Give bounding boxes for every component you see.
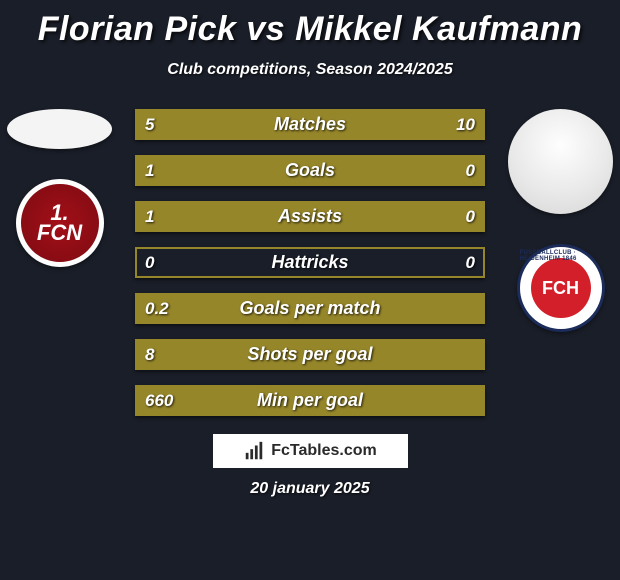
stat-row: 1Assists0 — [135, 201, 485, 232]
page-title: Florian Pick vs Mikkel Kaufmann — [0, 0, 620, 49]
stat-label: Hattricks — [137, 252, 483, 273]
right-column: FUSSBALLCLUB · HEIDENHEIM 1846 FCH — [503, 109, 618, 332]
club-badge-right-arc: FUSSBALLCLUB · HEIDENHEIM 1846 — [520, 250, 602, 262]
club-badge-right-text: FCH — [531, 258, 591, 318]
player-avatar-right — [508, 109, 613, 214]
left-column: 1.FCN — [2, 109, 117, 267]
watermark-text: FcTables.com — [271, 442, 377, 460]
stat-row: 5Matches10 — [135, 109, 485, 140]
club-badge-left: 1.FCN — [16, 179, 104, 267]
stat-label: Matches — [137, 114, 483, 135]
club-badge-right: FUSSBALLCLUB · HEIDENHEIM 1846 FCH — [517, 244, 605, 332]
stat-value-right: 0 — [466, 253, 475, 273]
stats-bars: 5Matches101Goals01Assists00Hattricks00.2… — [135, 109, 485, 416]
stat-label: Goals per match — [137, 298, 483, 319]
watermark: FcTables.com — [213, 434, 408, 468]
stat-label: Shots per goal — [137, 344, 483, 365]
stat-label: Goals — [137, 160, 483, 181]
date-text: 20 january 2025 — [0, 480, 620, 498]
stat-value-right: 0 — [466, 207, 475, 227]
stat-row: 1Goals0 — [135, 155, 485, 186]
stat-value-right: 10 — [456, 115, 475, 135]
stat-row: 660Min per goal — [135, 385, 485, 416]
chart-icon — [243, 440, 265, 462]
player-avatar-left — [7, 109, 112, 149]
stat-row: 0.2Goals per match — [135, 293, 485, 324]
club-badge-left-text: 1.FCN — [37, 203, 82, 243]
stat-label: Assists — [137, 206, 483, 227]
stat-row: 8Shots per goal — [135, 339, 485, 370]
comparison-content: 1.FCN FUSSBALLCLUB · HEIDENHEIM 1846 FCH… — [0, 109, 620, 416]
stat-value-right: 0 — [466, 161, 475, 181]
page-subtitle: Club competitions, Season 2024/2025 — [0, 61, 620, 79]
stat-label: Min per goal — [137, 390, 483, 411]
stat-row: 0Hattricks0 — [135, 247, 485, 278]
